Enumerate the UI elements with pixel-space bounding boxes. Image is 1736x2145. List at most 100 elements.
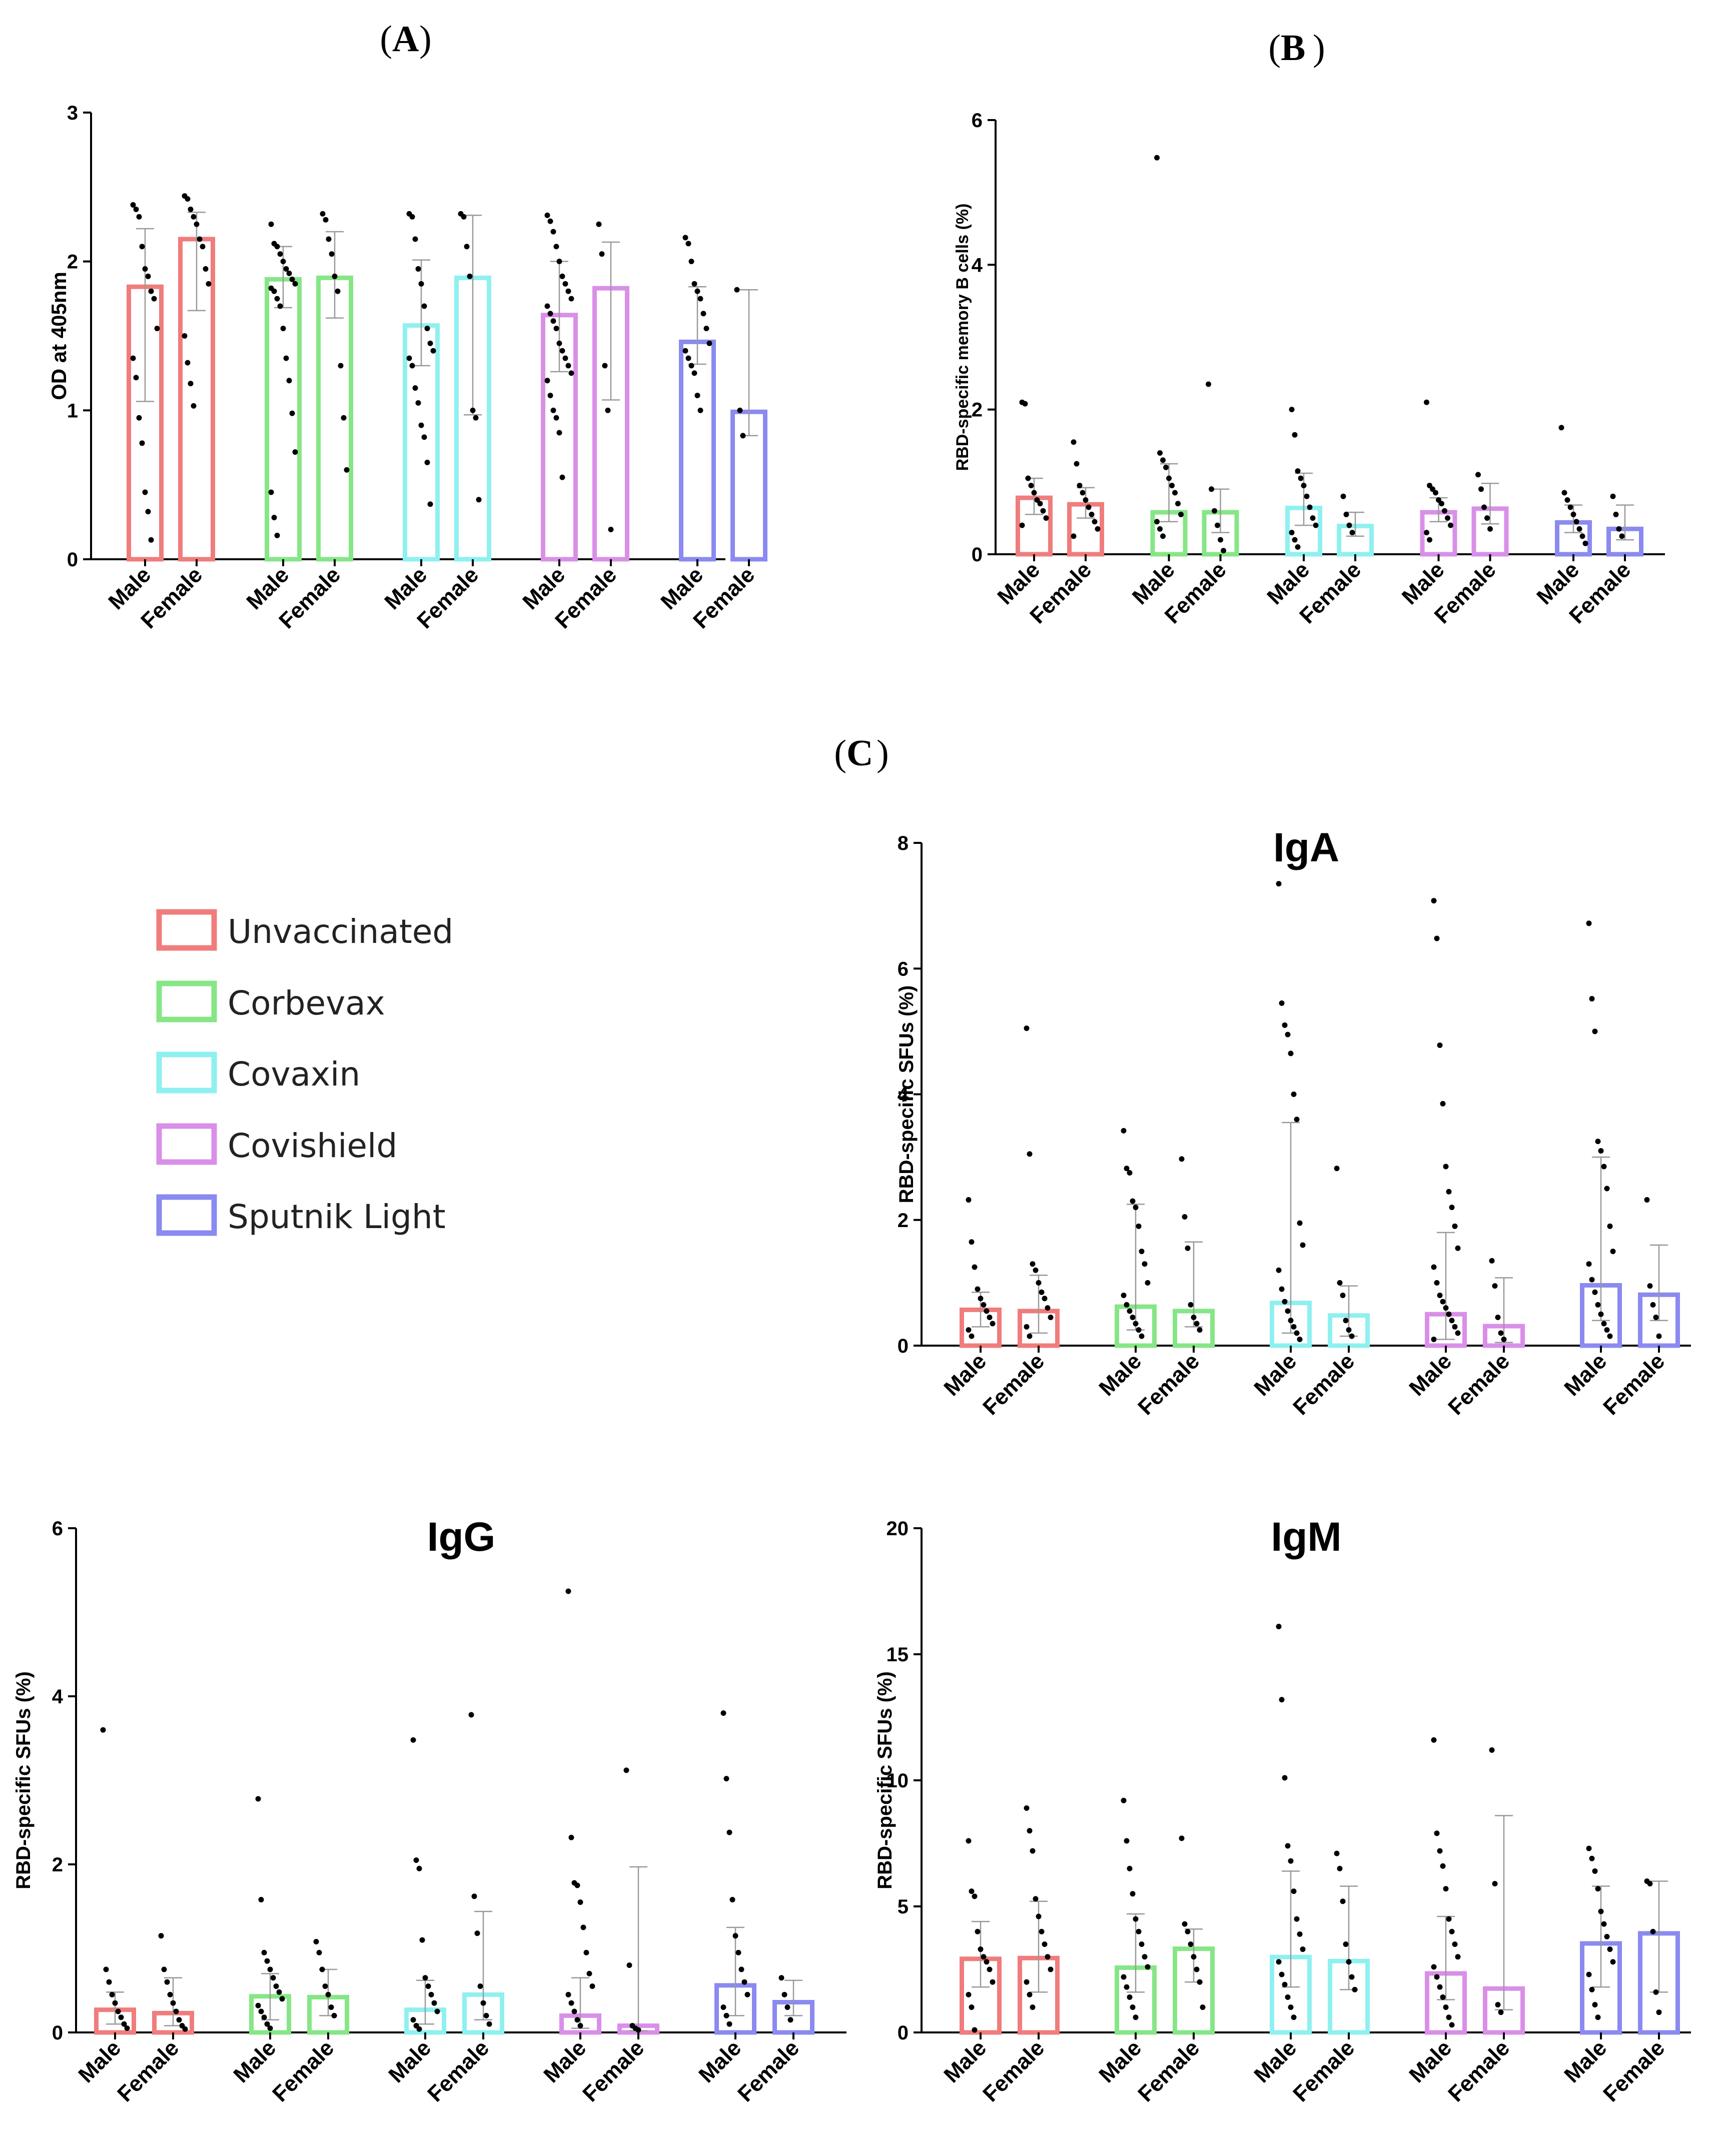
data-point <box>1139 1333 1145 1339</box>
data-point <box>559 348 565 354</box>
data-point <box>476 497 482 503</box>
data-point <box>1586 1845 1592 1851</box>
data-point <box>1592 2002 1598 2008</box>
data-point <box>1604 1186 1610 1192</box>
data-point <box>574 1882 580 1888</box>
data-point <box>626 1962 632 1968</box>
data-point <box>425 1983 431 1989</box>
data-point <box>1650 1928 1656 1934</box>
data-point <box>1579 533 1585 539</box>
data-point <box>1279 1697 1285 1703</box>
data-point <box>596 221 602 227</box>
data-point <box>1449 1928 1455 1934</box>
data-point <box>1446 1311 1452 1317</box>
data-point <box>1182 1214 1188 1220</box>
data-point <box>1300 1242 1306 1248</box>
data-point <box>1194 1966 1200 1972</box>
data-point <box>1475 472 1481 478</box>
data-point <box>1179 1835 1185 1841</box>
data-point <box>130 355 136 361</box>
y-tick-label: 0 <box>972 544 983 566</box>
data-point <box>1080 490 1086 496</box>
data-point <box>602 363 608 369</box>
data-point <box>966 1197 972 1203</box>
data-point <box>1297 1220 1303 1226</box>
x-tick-label: Female <box>733 2035 804 2106</box>
data-point <box>1589 1986 1595 1992</box>
data-point <box>723 2012 729 2018</box>
data-point <box>1188 1302 1194 1308</box>
data-point <box>1279 1971 1285 1977</box>
data-point <box>412 236 418 242</box>
data-point <box>1434 1280 1440 1286</box>
data-point <box>1045 1954 1051 1960</box>
data-point <box>1455 1245 1461 1251</box>
data-point <box>1095 526 1101 532</box>
data-point <box>1598 1311 1604 1317</box>
data-point <box>329 251 335 257</box>
data-point <box>1343 511 1349 517</box>
data-point <box>1440 1994 1446 2000</box>
data-point <box>723 1776 729 1782</box>
x-tick-label: Female <box>268 2035 339 2106</box>
data-point <box>787 2017 793 2023</box>
data-point <box>1582 540 1588 546</box>
data-point <box>1197 1327 1203 1333</box>
data-point <box>133 206 139 212</box>
data-point <box>182 2026 188 2032</box>
data-point <box>1448 522 1453 528</box>
y-tick-label: 0 <box>67 549 78 571</box>
data-point <box>1619 533 1625 539</box>
data-point <box>1610 1249 1616 1255</box>
data-point <box>133 375 139 381</box>
data-point <box>130 202 136 208</box>
data-point <box>1424 530 1429 536</box>
data-point <box>1340 1898 1346 1904</box>
data-point <box>1086 504 1092 510</box>
data-point <box>1292 432 1298 438</box>
data-point <box>323 217 329 223</box>
data-point <box>1285 1994 1291 2000</box>
data-point <box>173 2008 179 2014</box>
data-point <box>1334 1166 1340 1172</box>
data-point <box>1292 537 1298 543</box>
svg-text:): ) <box>1313 28 1325 69</box>
data-point <box>1589 1277 1595 1283</box>
data-point <box>1288 1050 1294 1056</box>
svg-text:Covaxin: Covaxin <box>228 1055 360 1094</box>
data-point <box>562 355 568 361</box>
data-point <box>277 251 283 257</box>
data-point <box>969 1888 975 1894</box>
data-point <box>1042 1941 1048 1947</box>
x-tick-label: Male <box>1094 2035 1146 2087</box>
data-point <box>468 1712 474 1718</box>
data-point <box>467 273 473 279</box>
y-tick-label: 20 <box>887 1518 909 1540</box>
data-point <box>416 1865 422 1871</box>
data-point <box>1346 1327 1352 1333</box>
data-point <box>477 1983 483 1989</box>
data-point <box>158 1933 164 1939</box>
svg-text:Sputnik Light: Sputnik Light <box>228 1198 446 1236</box>
data-point <box>470 407 476 413</box>
data-point <box>744 1991 750 1997</box>
y-tick-label: 4 <box>52 1686 64 1708</box>
data-point <box>1154 519 1160 525</box>
data-point <box>1434 935 1440 941</box>
svg-text:(: ( <box>834 733 846 774</box>
data-point <box>1443 1305 1449 1311</box>
data-point <box>544 303 550 309</box>
data-point <box>1431 1964 1437 1970</box>
data-point <box>1595 2014 1601 2020</box>
data-point <box>261 2014 267 2020</box>
data-point <box>188 206 194 212</box>
legend-item-unvaccinated: Unvaccinated <box>156 909 453 951</box>
svg-text:C: C <box>846 733 873 774</box>
y-tick-label: 15 <box>887 1644 909 1666</box>
data-point <box>972 1893 978 1899</box>
x-tick-label: Female <box>1443 1349 1514 1420</box>
data-point <box>286 378 292 384</box>
data-point <box>972 1264 978 1270</box>
data-point <box>1297 1336 1303 1342</box>
data-point <box>164 1979 170 1985</box>
